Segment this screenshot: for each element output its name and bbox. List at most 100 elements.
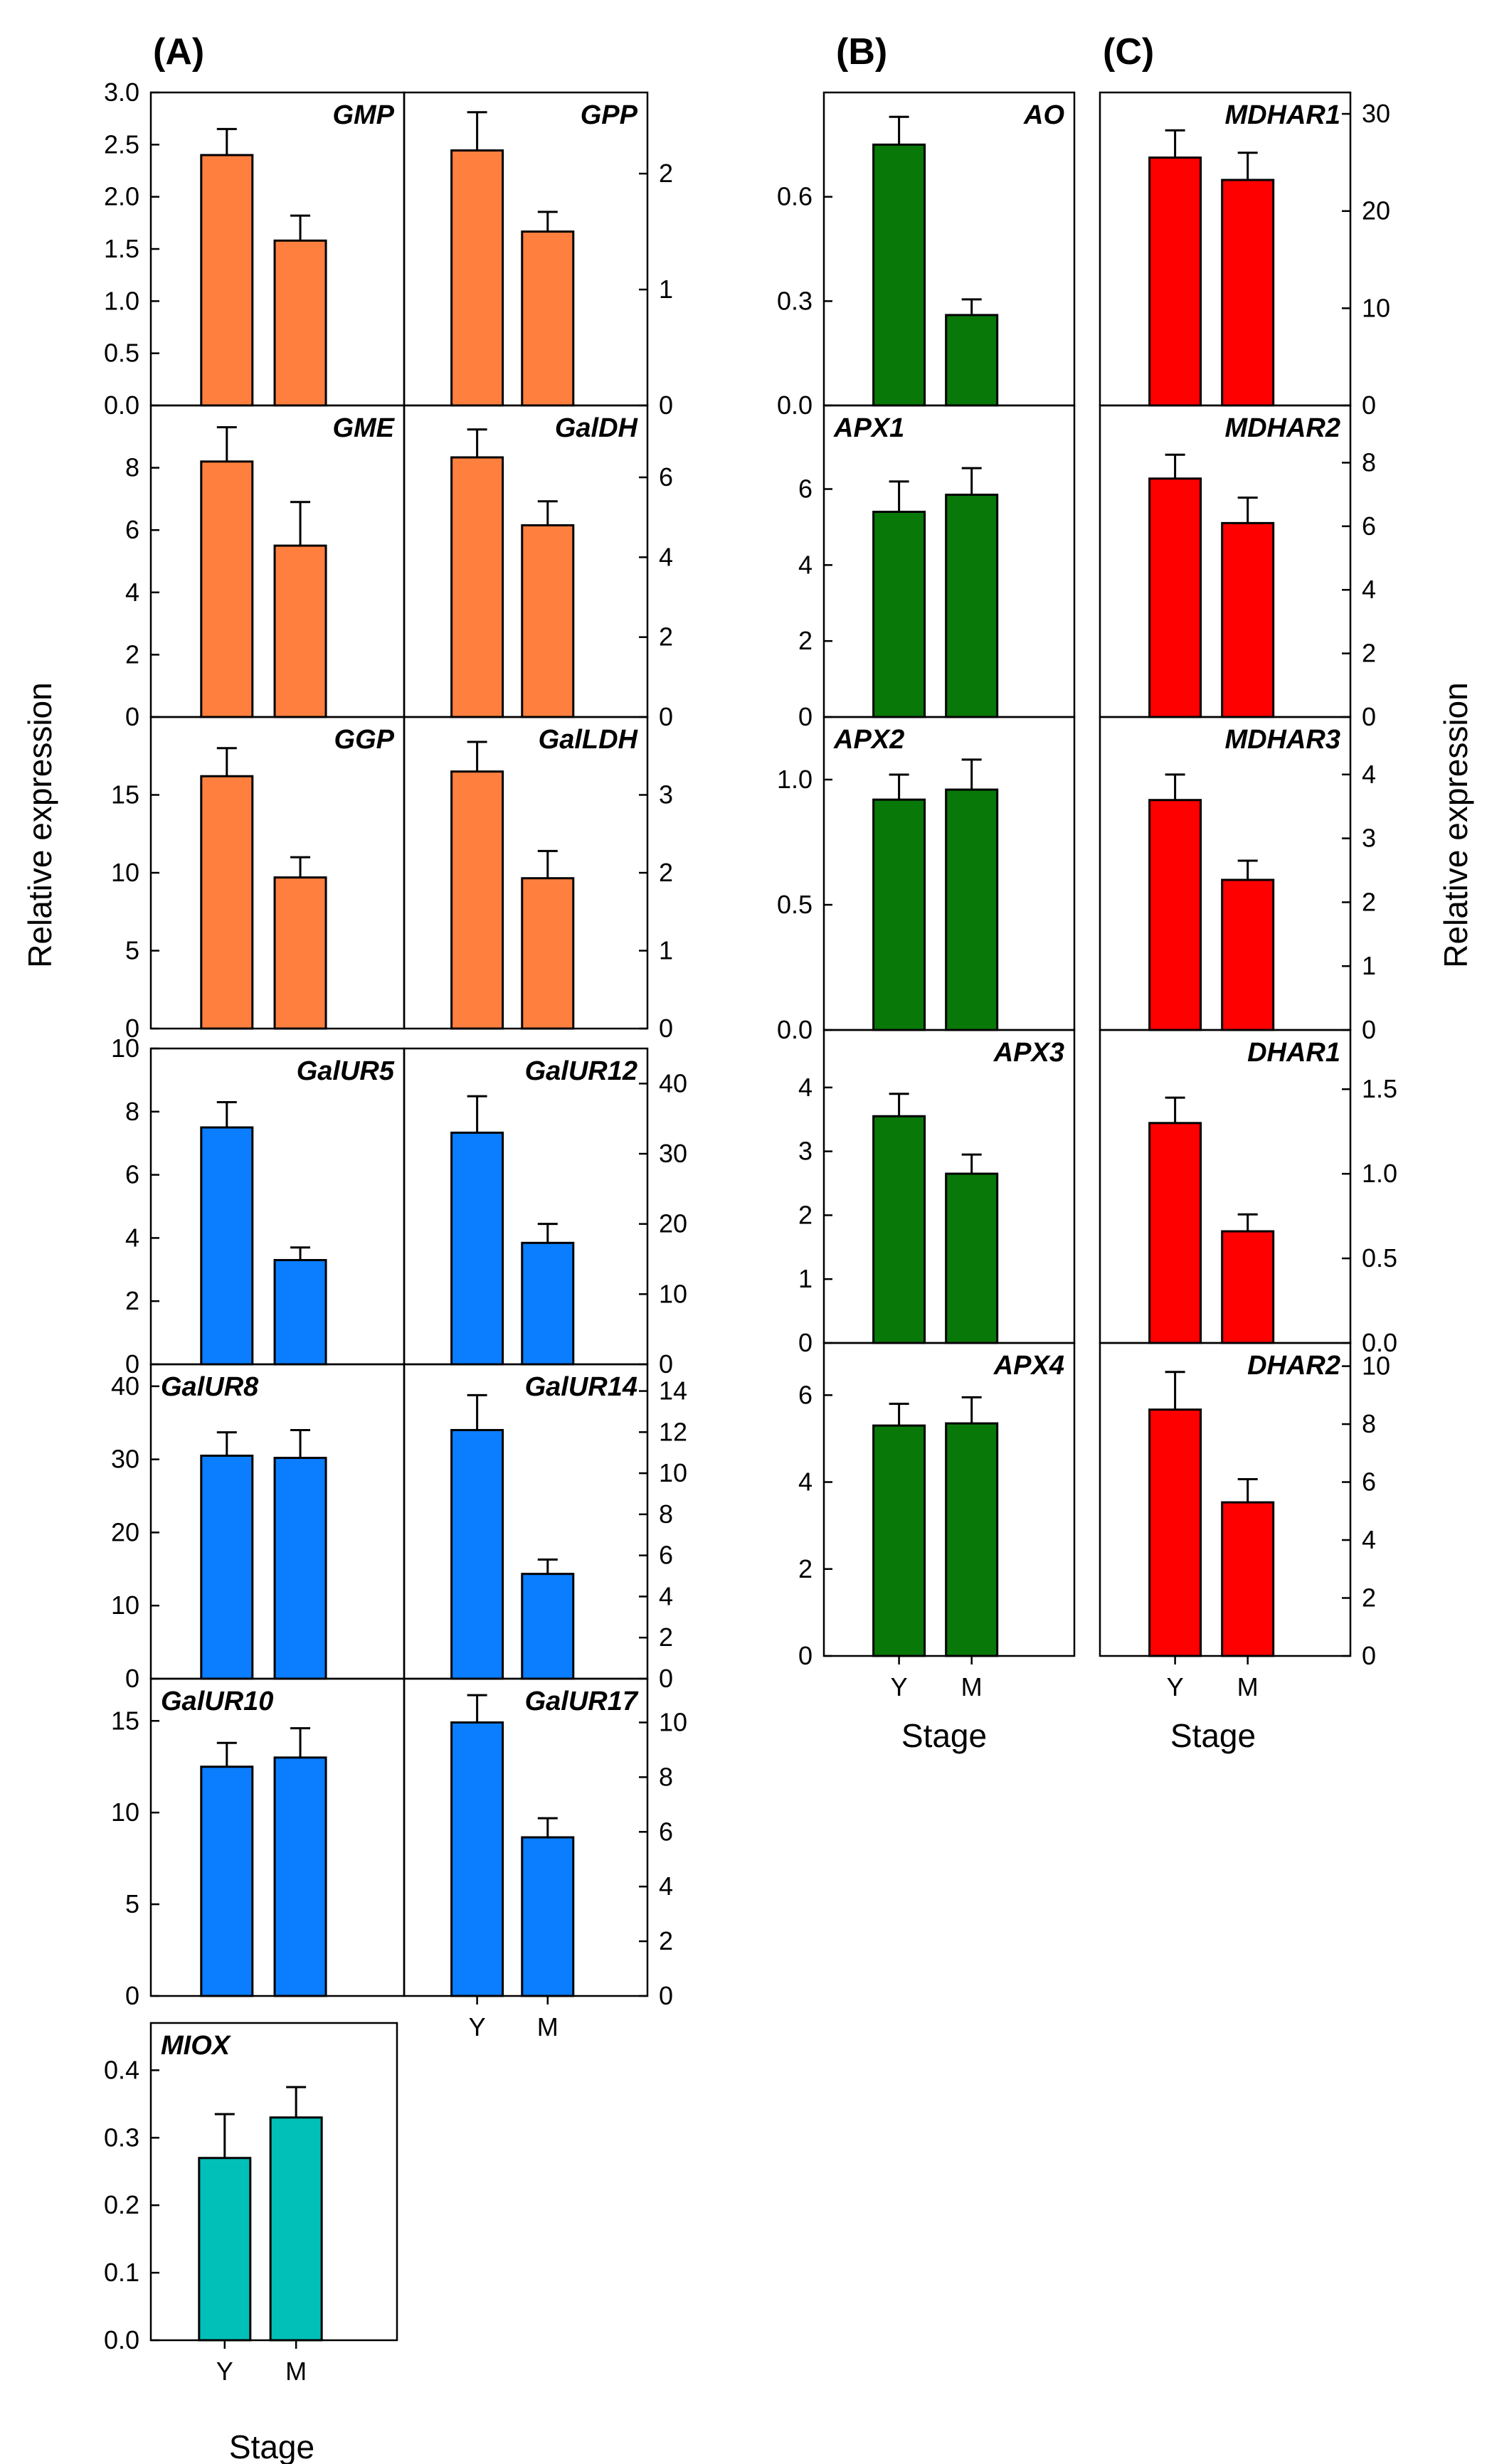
- y-tick-label-galur12-4: 40: [659, 1068, 687, 1098]
- bar-ao-M: [945, 314, 999, 407]
- panel-letter-a: (A): [153, 31, 204, 73]
- y-tick-label-galdh-1: 2: [659, 622, 673, 652]
- bar-mdhar1-Y: [1148, 156, 1202, 407]
- bar-galur8-M: [273, 1457, 327, 1680]
- bar-galur10-M: [273, 1756, 327, 1997]
- y-tick-label-apx4-3: 6: [798, 1380, 813, 1409]
- bar-galur8-Y: [200, 1454, 254, 1680]
- bar-apx3-M: [945, 1172, 999, 1344]
- y-tick-label-gme-0: 0: [125, 702, 139, 731]
- y-tick-label-dhar2-5: 10: [1362, 1352, 1390, 1381]
- charts-layer: 0.00.51.01.52.02.53.0GMP012GPP02468GME02…: [104, 78, 1397, 2386]
- y-tick-label-galldh-1: 1: [659, 936, 673, 965]
- panel-title-galur14: GalUR14: [525, 1372, 637, 1402]
- y-tick-label-galur17-3: 6: [659, 1817, 673, 1846]
- y-tick-label-apx3-3: 3: [798, 1137, 813, 1166]
- bar-dhar1-Y: [1148, 1122, 1202, 1344]
- bar-miox-Y: [198, 2157, 252, 2342]
- y-tick-label-galur14-3: 6: [659, 1541, 673, 1570]
- panel-letter-c: (C): [1103, 31, 1154, 73]
- x-axis-label-c: Stage: [1170, 1717, 1256, 1754]
- panel-title-dhar1: DHAR1: [1247, 1038, 1340, 1068]
- y-tick-label-gme-1: 2: [125, 639, 139, 669]
- bar-galldh-M: [521, 877, 575, 1030]
- x-tick-label-galur17-Y: Y: [469, 2012, 486, 2041]
- y-tick-label-dhar1-1: 0.5: [1362, 1243, 1397, 1273]
- y-tick-label-dhar2-3: 6: [1362, 1467, 1376, 1497]
- y-tick-label-ao-2: 0.6: [777, 182, 813, 211]
- bar-dhar1-M: [1221, 1230, 1275, 1344]
- bar-galdh-M: [521, 524, 575, 718]
- y-tick-label-galur14-0: 0: [659, 1664, 673, 1693]
- left-y-axis-label: Relative expression: [21, 682, 58, 967]
- y-tick-label-gmp-5: 2.5: [104, 129, 139, 159]
- y-tick-label-gpp-0: 0: [659, 391, 673, 420]
- bar-mdhar2-M: [1221, 521, 1275, 718]
- y-tick-label-ggp-3: 15: [111, 780, 139, 809]
- y-tick-label-gmp-6: 3.0: [104, 78, 139, 107]
- y-tick-label-dhar1-2: 1.0: [1362, 1159, 1397, 1188]
- bar-gme-M: [273, 544, 327, 718]
- panel-title-gmp: GMP: [332, 100, 394, 130]
- y-tick-label-apx1-0: 0: [798, 702, 813, 731]
- bar-galur17-Y: [450, 1721, 504, 1997]
- y-tick-label-mdhar1-2: 20: [1362, 196, 1390, 225]
- bar-gme-Y: [200, 460, 254, 718]
- y-tick-label-galur8-3: 30: [111, 1445, 139, 1474]
- y-tick-label-galur5-5: 10: [111, 1034, 139, 1063]
- y-tick-label-gme-3: 6: [125, 515, 139, 544]
- y-tick-label-gpp-2: 2: [659, 159, 673, 188]
- y-tick-label-mdhar2-0: 0: [1362, 702, 1376, 731]
- y-tick-label-mdhar2-1: 2: [1362, 639, 1376, 668]
- panel-title-galur10: GalUR10: [161, 1687, 273, 1716]
- panel-title-gme: GME: [332, 413, 395, 443]
- bar-gmp-M: [273, 239, 327, 407]
- y-tick-label-dhar1-0: 0.0: [1362, 1328, 1397, 1357]
- bar-apx1-Y: [872, 511, 926, 718]
- y-tick-label-dhar1-3: 1.5: [1362, 1074, 1397, 1103]
- y-tick-label-gmp-1: 0.5: [104, 339, 139, 368]
- y-tick-label-mdhar1-3: 30: [1362, 99, 1390, 128]
- y-tick-label-gmp-2: 1.0: [104, 286, 139, 315]
- y-tick-label-galur14-7: 14: [659, 1376, 687, 1406]
- y-tick-label-galur10-0: 0: [125, 1981, 139, 2010]
- panel-title-mdhar2: MDHAR2: [1224, 413, 1340, 443]
- y-tick-label-dhar2-0: 0: [1362, 1641, 1376, 1670]
- y-tick-label-galur12-3: 30: [659, 1139, 687, 1168]
- panel-title-ggp: GGP: [334, 725, 395, 755]
- y-tick-label-mdhar3-4: 4: [1362, 760, 1376, 789]
- panel-title-mdhar1: MDHAR1: [1224, 100, 1340, 130]
- panel-title-mdhar3: MDHAR3: [1224, 725, 1340, 755]
- bar-galur12-M: [521, 1241, 575, 1366]
- y-tick-label-galur10-3: 15: [111, 1706, 139, 1735]
- x-tick-label-apx4-Y: Y: [891, 1672, 908, 1701]
- y-tick-label-galur8-2: 20: [111, 1517, 139, 1546]
- x-tick-label-dhar2-Y: Y: [1167, 1672, 1184, 1701]
- bar-mdhar2-Y: [1148, 477, 1202, 718]
- y-tick-label-galur17-5: 10: [659, 1708, 687, 1737]
- y-tick-label-miox-2: 0.2: [104, 2190, 139, 2219]
- y-tick-label-mdhar2-3: 6: [1362, 511, 1376, 541]
- panel-title-galur17: GalUR17: [525, 1687, 639, 1716]
- y-tick-label-apx3-4: 4: [798, 1073, 813, 1102]
- y-tick-label-ggp-0: 0: [125, 1014, 139, 1043]
- right-y-axis-label: Relative expression: [1437, 682, 1474, 967]
- y-tick-label-miox-3: 0.3: [104, 2123, 139, 2152]
- y-tick-label-apx2-0: 0.0: [777, 1015, 813, 1044]
- y-tick-label-galur5-0: 0: [125, 1349, 139, 1379]
- x-axis-label-b: Stage: [901, 1717, 987, 1754]
- y-tick-label-dhar2-2: 4: [1362, 1525, 1376, 1554]
- bar-miox-M: [269, 2116, 323, 2342]
- bar-galur14-M: [521, 1573, 575, 1680]
- y-tick-label-galur8-1: 10: [111, 1591, 139, 1620]
- y-tick-label-mdhar2-2: 4: [1362, 575, 1376, 604]
- bar-apx1-M: [945, 494, 999, 718]
- x-tick-label-dhar2-M: M: [1237, 1672, 1259, 1701]
- bar-apx2-M: [945, 788, 999, 1031]
- y-tick-label-ao-1: 0.3: [777, 286, 813, 315]
- y-tick-label-mdhar3-3: 3: [1362, 824, 1376, 853]
- y-tick-label-galur17-1: 2: [659, 1926, 673, 1955]
- bar-gpp-Y: [450, 149, 504, 407]
- y-tick-label-galur10-2: 10: [111, 1797, 139, 1827]
